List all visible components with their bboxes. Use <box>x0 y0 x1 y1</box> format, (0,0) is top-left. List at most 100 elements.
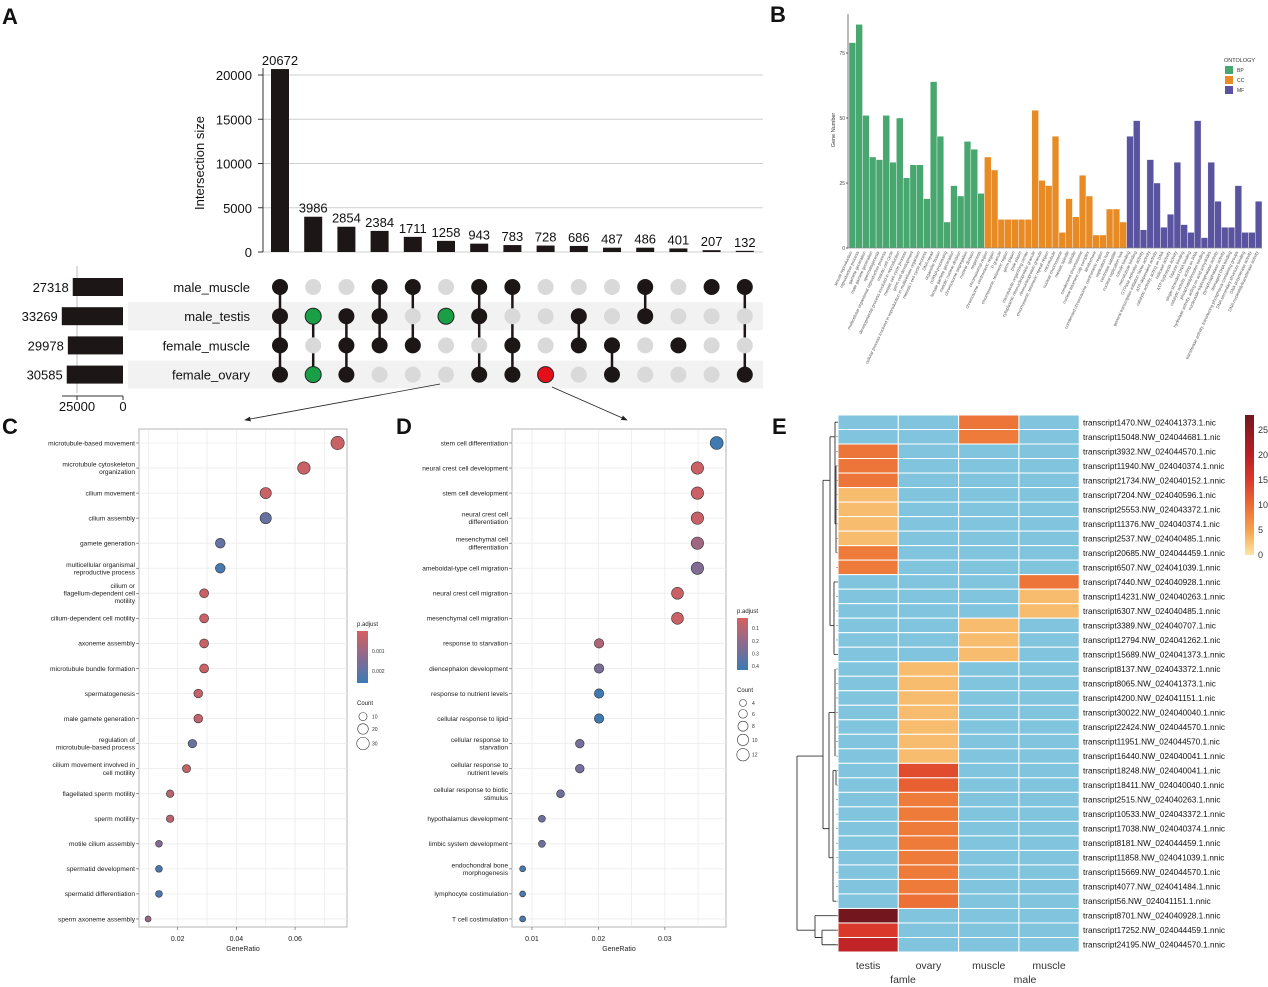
heatmap-cell <box>958 849 1020 866</box>
size-legend-label: 20 <box>372 727 378 733</box>
panel-label-b: B <box>770 2 786 27</box>
data-point <box>671 612 684 625</box>
heatmap-cell <box>897 530 960 547</box>
legend-label-bp: BP <box>1237 68 1244 74</box>
color-legend-label: 20 <box>1258 450 1268 460</box>
bar-bp <box>875 159 884 249</box>
heatmap-cell <box>958 487 1020 503</box>
set-name-female-muscle: female_muscle <box>163 338 250 353</box>
term-label: cilium or flagellum-dependent cell motilit… <box>64 583 136 605</box>
plot-panel <box>511 428 727 928</box>
row-label: transcript18248.NW_024040041.1.nic <box>1083 767 1220 776</box>
data-point <box>166 814 175 823</box>
matrix-dot-inactive <box>504 308 521 325</box>
term-label: cellular response to starvation <box>451 737 509 752</box>
term-label-line: regulation of <box>99 737 135 744</box>
row-label: transcript2537.NW_024040485.1.nnic <box>1083 534 1220 543</box>
matrix-dot-inactive <box>438 366 454 383</box>
set-size-bar <box>66 365 123 384</box>
term-label-line: motility <box>114 598 135 605</box>
size-legend-label: 8 <box>752 724 755 730</box>
row-label: transcript8065.NW_024041373.1.nic <box>1083 680 1216 689</box>
matrix-dot-active <box>304 307 322 325</box>
heatmap-cell <box>1018 777 1080 793</box>
set-size-label: 29978 <box>28 338 64 353</box>
term-label-line: multicellular organismal <box>66 562 135 569</box>
data-point <box>575 764 585 774</box>
bar-bp <box>957 195 965 249</box>
row-label: transcript6507.NW_024041039.1.nnic <box>1083 563 1220 572</box>
set-size-bar <box>61 307 123 326</box>
matrix-dot-inactive <box>736 308 753 325</box>
matrix-dot-active <box>736 366 753 383</box>
row-dendrogram <box>796 421 838 946</box>
heatmap-cell <box>837 574 899 590</box>
matrix-dot-inactive <box>471 337 488 354</box>
term-label-line: cell motility <box>103 770 136 777</box>
heatmap-cell <box>958 791 1020 808</box>
bar-cc <box>1058 232 1066 249</box>
term-label: cilium movement <box>86 490 136 497</box>
color-legend-label: 25 <box>1258 425 1268 435</box>
term-label-line: stem cell differentiation <box>441 440 509 447</box>
term-label-line: spermatid development <box>66 866 135 873</box>
y-tick-label: 25 <box>839 181 845 187</box>
heatmap-cell <box>1018 690 1080 706</box>
row-label: transcript30022.NW_024040040.1.nnic <box>1083 709 1225 718</box>
x-axis-title: GeneRatio <box>602 946 636 953</box>
set-size-tick-label: 25000 <box>59 399 95 414</box>
bar-mf <box>1133 120 1141 249</box>
heatmap-cell <box>1018 864 1080 880</box>
heatmap-cell <box>837 530 899 547</box>
heatmap-cell <box>897 443 960 460</box>
y-tick-label: 50 <box>839 116 845 122</box>
matrix-dot-inactive <box>338 279 355 295</box>
matrix-dot-active <box>703 279 720 295</box>
term-label-line: limbic system development <box>429 841 508 848</box>
term-label-line: cellular response to lipid <box>437 716 508 723</box>
heatmap-cell <box>837 820 899 837</box>
row-label: transcript21734.NW_024040152.1.nnic <box>1083 476 1225 485</box>
term-label-line: neural crest cell <box>462 512 509 519</box>
row-label: transcript10533.NW_024043372.1.nnic <box>1083 810 1225 819</box>
heatmap-cell <box>897 719 960 735</box>
data-point <box>594 713 605 724</box>
data-point <box>690 561 704 575</box>
y-axis-title: Gene Number <box>831 113 837 148</box>
intersection-size-label: 2384 <box>365 215 394 230</box>
heatmap-cell <box>958 632 1020 648</box>
heatmap-cell <box>897 878 960 895</box>
term-label: spermatid development <box>66 866 135 873</box>
term-label: microtubule-based movement <box>48 440 135 447</box>
data-point <box>519 890 526 898</box>
bar-mf <box>1194 120 1202 249</box>
data-point <box>199 663 209 674</box>
set-size-label: 33269 <box>22 309 58 324</box>
term-label: sperm axoneme assembly <box>58 916 136 923</box>
set-name-female-ovary: female_ovary <box>172 368 251 383</box>
row-label: transcript3932.NW_024044570.1.nic <box>1083 447 1216 456</box>
term-label: limbic system development <box>429 841 508 848</box>
heatmap-cell <box>958 661 1020 677</box>
heatmap-cell <box>837 559 899 576</box>
matrix-dot-inactive <box>637 366 654 383</box>
heatmap-cell <box>1018 646 1080 663</box>
row-label: transcript25553.NW_024043372.1.nic <box>1083 505 1220 514</box>
go-dotplot-c: microtubule-based movement microtubule cy… <box>48 428 385 953</box>
term-label: cilium movement involved in cell motility <box>53 762 136 777</box>
heatmap-cell <box>897 748 960 764</box>
term-label: axoneme assembly <box>78 641 136 648</box>
term-label: cilium assembly <box>88 515 135 522</box>
heatmap-cell <box>958 646 1020 663</box>
color-legend-label: 0.3 <box>752 652 759 658</box>
bar-cc <box>1106 208 1114 249</box>
heatmap-cell <box>897 487 960 503</box>
heatmap-cell <box>897 835 960 851</box>
term-label: spermatid differentiation <box>65 891 136 898</box>
heatmap-cell <box>897 762 960 779</box>
heatmap-cell <box>958 516 1020 532</box>
row-label: transcript11951.NW_024044570.1.nic <box>1083 738 1220 747</box>
heatmap-cell <box>1018 458 1080 474</box>
data-point <box>690 461 704 475</box>
